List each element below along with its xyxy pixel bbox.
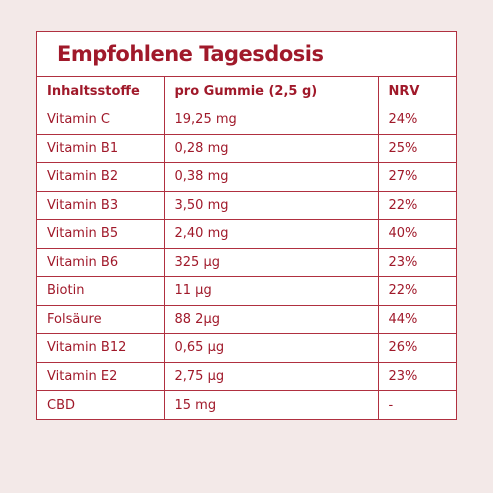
nrv-cell: 25%: [378, 134, 456, 163]
nrv-cell: -: [388, 397, 394, 413]
header-ingredient: Inhaltsstoffe: [37, 77, 165, 106]
header-nrv: NRV: [388, 83, 420, 99]
table-row: Vitamin C 19,25 mg 24%: [37, 105, 456, 135]
table-row: Vitamin B2 0,38 mg 27%: [37, 162, 456, 192]
nrv-cell: 26%: [378, 333, 456, 363]
nrv-cell: 44%: [378, 305, 456, 334]
nrv-cell: 27%: [378, 162, 456, 192]
table-row: Vitamin B12 0,65 µg 26%: [37, 333, 456, 363]
ingredient-cell: Vitamin C: [37, 105, 165, 135]
amount-cell: 19,25 mg: [164, 105, 379, 135]
table-row: Vitamin B1 0,28 mg 25%: [37, 134, 456, 163]
ingredient-cell: Biotin: [37, 276, 165, 306]
dosage-table-card: Empfohlene Tagesdosis Inhaltsstoffe pro …: [36, 31, 457, 420]
table-row: Vitamin B3 3,50 mg 22%: [37, 191, 456, 220]
amount-cell: 0,28 mg: [164, 134, 379, 163]
amount-cell: 11 µg: [164, 276, 379, 306]
ingredient-cell: Vitamin B2: [37, 162, 165, 192]
table-row: Vitamin B5 2,40 mg 40%: [37, 219, 456, 249]
header-per-gummy: pro Gummie (2,5 g): [164, 77, 379, 106]
ingredient-cell: Vitamin B5: [37, 219, 165, 249]
nrv-cell: 22%: [378, 191, 456, 220]
ingredient-cell: Vitamin B6: [37, 248, 165, 277]
amount-cell: 0,38 mg: [164, 162, 379, 192]
ingredient-cell: Vitamin B3: [37, 191, 165, 220]
ingredient-cell: Folsäure: [37, 305, 165, 334]
amount-cell: 325 µg: [164, 248, 379, 277]
nrv-cell: 22%: [378, 276, 456, 306]
table-row: Folsäure 88 2µg 44%: [37, 305, 456, 334]
table-header-row: Inhaltsstoffe pro Gummie (2,5 g) NRV: [37, 77, 456, 106]
dosage-table: Inhaltsstoffe pro Gummie (2,5 g) NRV Vit…: [37, 77, 456, 419]
amount-cell: 2,40 mg: [164, 219, 379, 249]
amount-cell: 15 mg: [164, 390, 379, 419]
amount-cell: 2,75 µg: [164, 362, 379, 391]
ingredient-cell: Vitamin E2: [37, 362, 165, 391]
table-row: Biotin 11 µg 22%: [37, 276, 456, 306]
table-row: CBD 15 mg -: [37, 390, 456, 419]
table-title: Empfohlene Tagesdosis: [37, 32, 456, 77]
amount-cell: 0,65 µg: [164, 333, 379, 363]
ingredient-cell: Vitamin B12: [37, 333, 165, 363]
nrv-cell: 23%: [378, 248, 456, 277]
table-row: Vitamin B6 325 µg 23%: [37, 248, 456, 277]
nrv-cell: 24%: [378, 105, 456, 135]
table-row: Vitamin E2 2,75 µg 23%: [37, 362, 456, 391]
nrv-cell: 23%: [378, 362, 456, 391]
ingredient-cell: Vitamin B1: [37, 134, 165, 163]
nrv-cell: 40%: [378, 219, 456, 249]
ingredient-cell: CBD: [37, 390, 165, 419]
amount-cell: 88 2µg: [164, 305, 379, 334]
amount-cell: 3,50 mg: [164, 191, 379, 220]
